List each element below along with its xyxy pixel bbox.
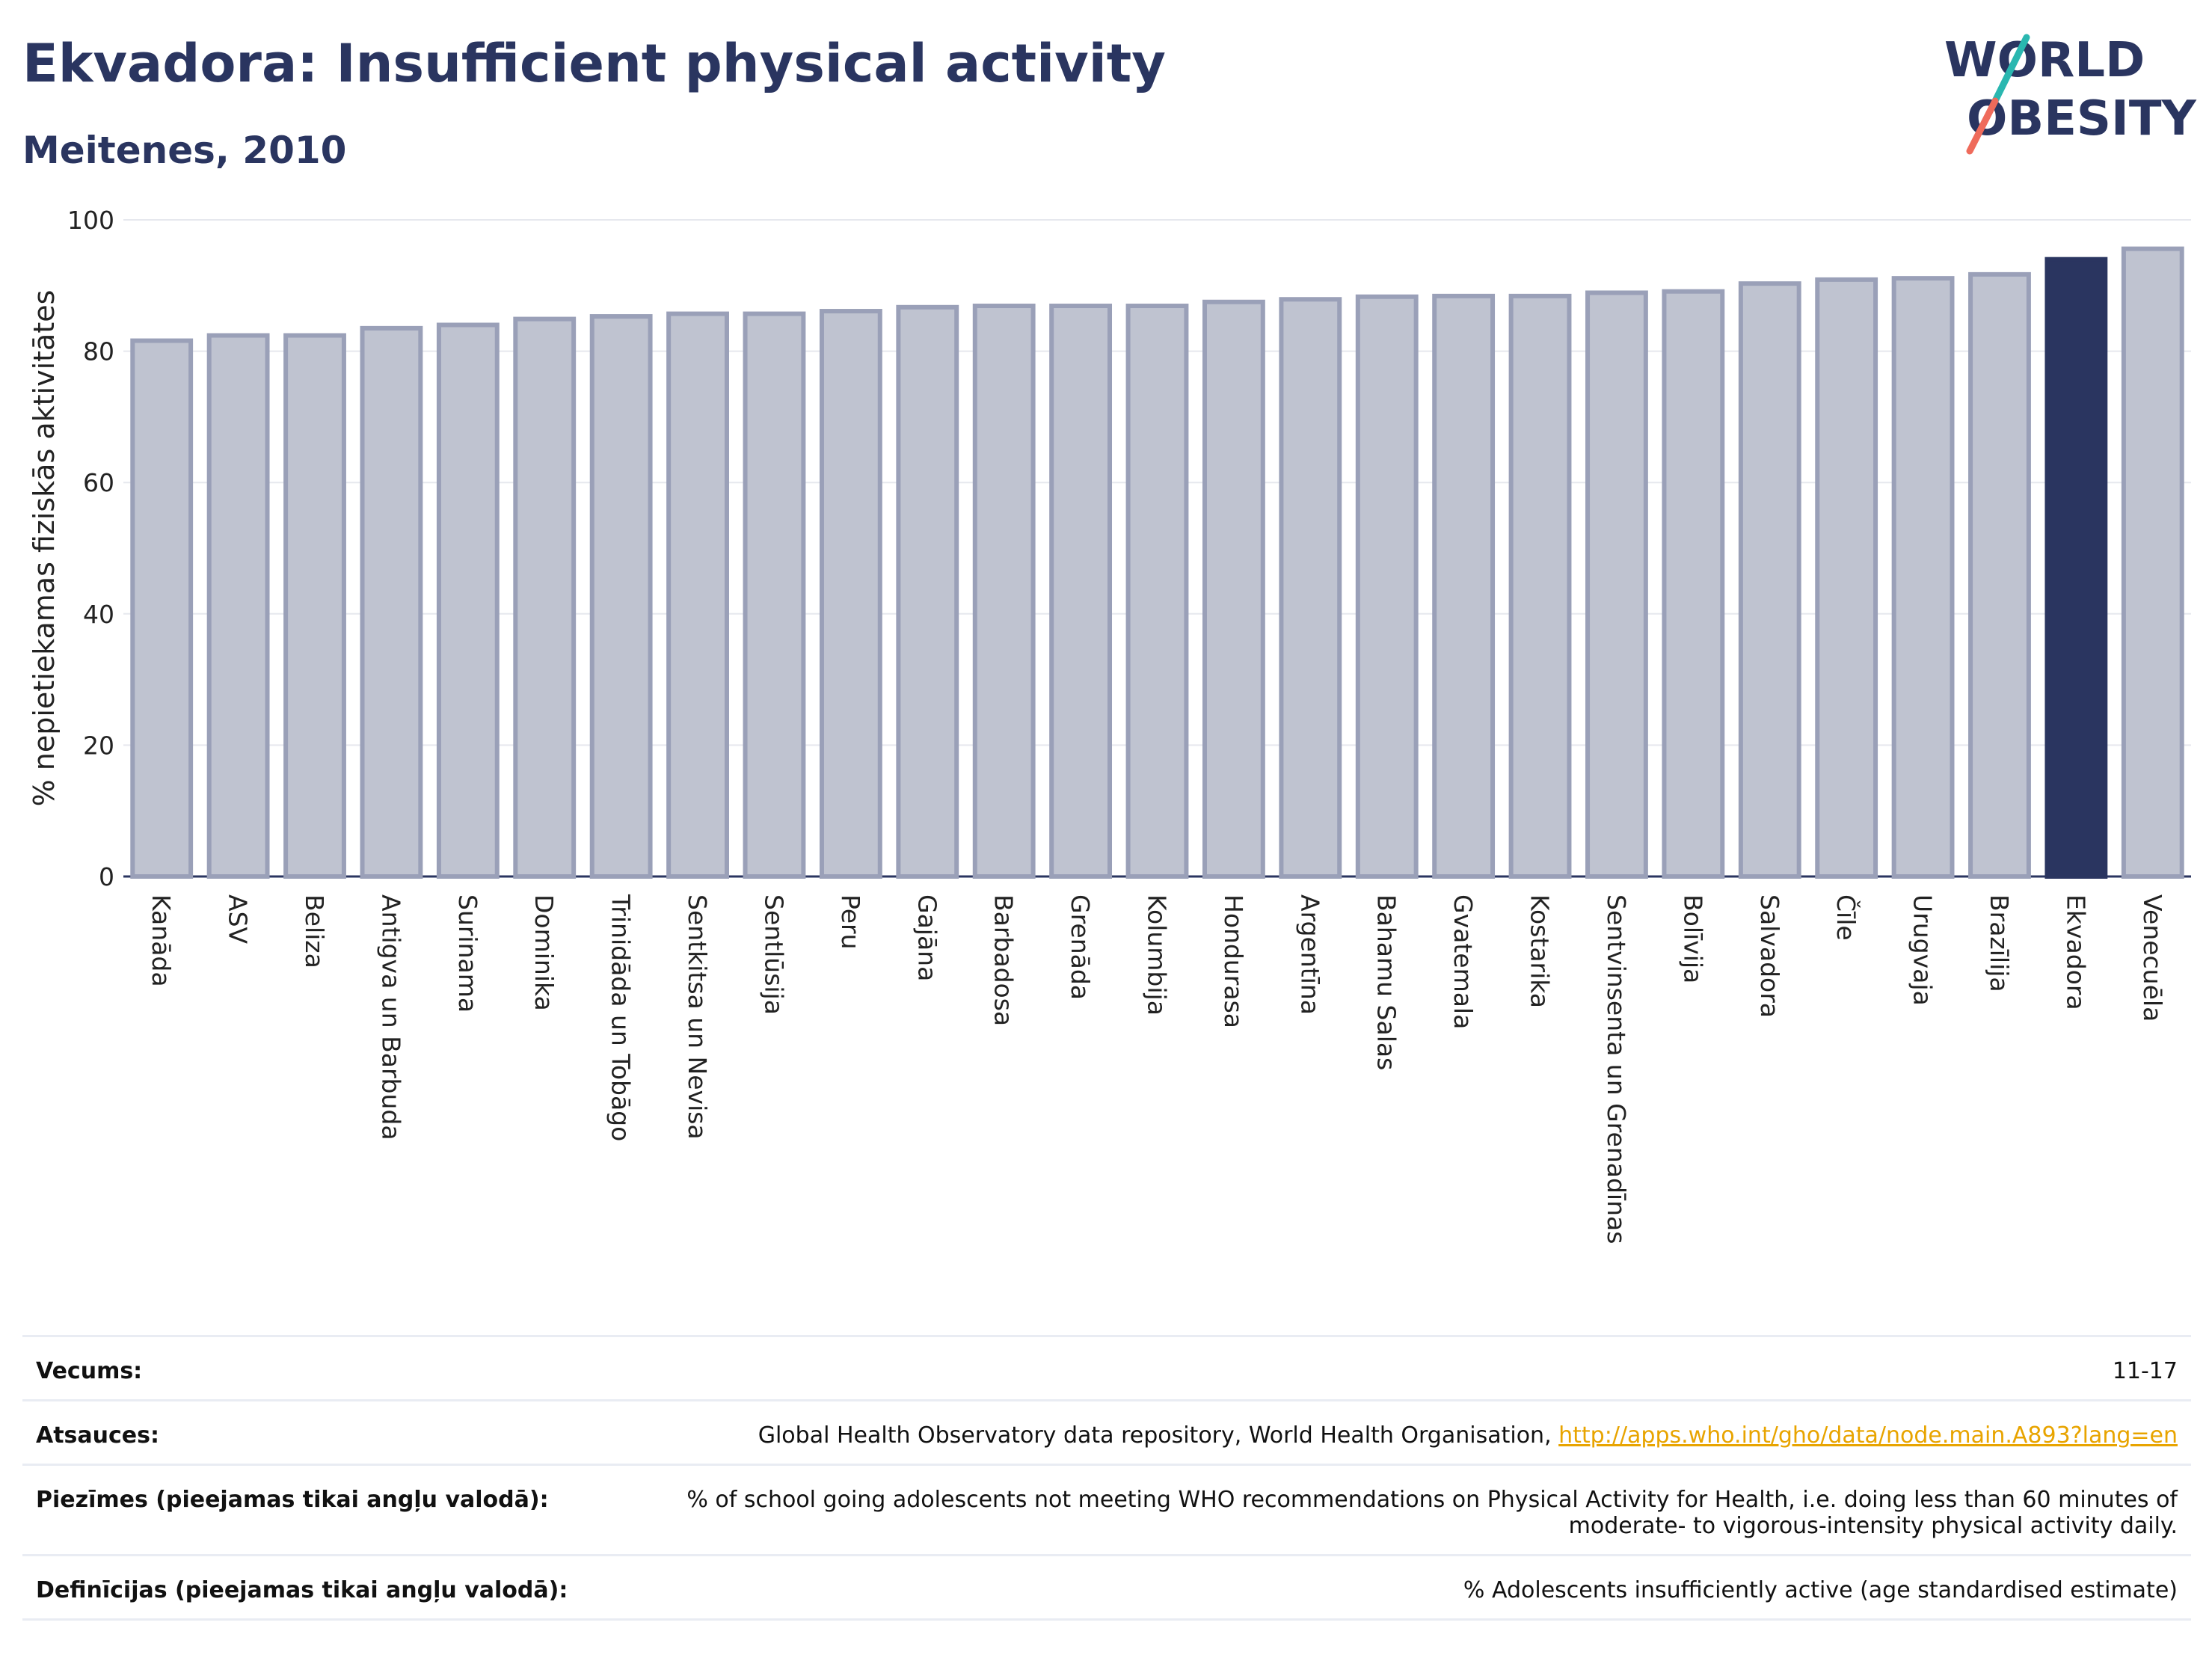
- notes-table: Vecums: 11-17 Atsauces: Global Health Ob…: [22, 1335, 2191, 1621]
- bar-18: [1508, 293, 1572, 879]
- bar-3: [360, 325, 423, 879]
- bar-5: [513, 316, 577, 879]
- bar-17: [1432, 293, 1496, 879]
- x-category-label: Beliza: [300, 894, 329, 968]
- bar-19: [1585, 290, 1648, 879]
- definitions-value: % Adolescents insufficiently active (age…: [1463, 1577, 2178, 1603]
- bar-26: [2121, 246, 2184, 879]
- bar-4: [436, 322, 500, 879]
- bar-13: [1125, 304, 1189, 879]
- x-category-label: Sentkitsa un Nevisa: [683, 894, 712, 1140]
- x-category-label: Sentvinsenta un Grenadīnas: [1602, 894, 1631, 1244]
- x-category-label: Grenāda: [1066, 894, 1095, 1000]
- age-label: Vecums:: [36, 1358, 143, 1384]
- bar-21: [1738, 281, 1801, 879]
- x-category-label: Čīle: [1831, 894, 1861, 941]
- bar-7: [666, 311, 729, 879]
- x-category-label: Barbadosa: [989, 894, 1019, 1026]
- y-tick-labels: 0 20 40 60 80 100: [67, 206, 114, 891]
- bar-2: [283, 333, 346, 879]
- x-category-label: Salvadora: [1755, 894, 1784, 1018]
- notes-row-notes: Piezīmes (pieejamas tikai angļu valodā):…: [22, 1464, 2191, 1554]
- x-category-label: Gvatemala: [1448, 894, 1478, 1029]
- x-category-label: Hondurasa: [1219, 894, 1248, 1028]
- sources-text: Global Health Observatory data repositor…: [758, 1422, 1559, 1449]
- y-tick-label: 100: [67, 206, 114, 235]
- x-category-label: Surinama: [453, 894, 482, 1013]
- bar-11: [972, 304, 1036, 879]
- world-obesity-logo: WORLD OBESITY: [1944, 33, 2196, 155]
- x-category-label: Urugvaja: [1908, 894, 1938, 1006]
- bar-chart: 0 20 40 60 80 100 Kanāda ASV Beliza Antigva un B…: [28, 206, 2191, 1244]
- logo-line2: OBESITY: [1967, 91, 2196, 147]
- bar-14: [1202, 299, 1265, 879]
- x-category-label: Kostarika: [1526, 894, 1555, 1008]
- x-category-label: Peru: [836, 894, 865, 950]
- notes-label: Piezīmes (pieejamas tikai angļu valodā):: [36, 1487, 549, 1513]
- x-category-labels: Kanāda ASV Beliza Antigva un Barbuda Surinam…: [147, 894, 2167, 1244]
- x-category-label: ASV: [224, 894, 253, 945]
- age-value: 11-17: [2112, 1358, 2178, 1384]
- y-tick-label: 60: [83, 468, 114, 497]
- y-tick-label: 40: [83, 600, 114, 629]
- x-category-label: Bolīvija: [1678, 894, 1707, 983]
- bar-16: [1355, 294, 1419, 879]
- y-axis-label: % nepietiekamas fiziskās aktivitātes: [28, 290, 61, 807]
- x-category-label: Brazīlija: [1985, 894, 2014, 992]
- x-category-label: Antigva un Barbuda: [376, 894, 405, 1140]
- y-tick-label: 20: [83, 731, 114, 760]
- sources-label: Atsauces:: [36, 1422, 159, 1449]
- x-category-label: Gajāna: [912, 894, 941, 981]
- notes-row-definitions: Definīcijas (pieejamas tikai angļu valod…: [22, 1554, 2191, 1621]
- bar-8: [743, 311, 806, 879]
- bar-24: [1968, 271, 2031, 879]
- chart-bars: [130, 246, 2184, 879]
- x-category-label: Kolumbija: [1143, 894, 1172, 1016]
- bar-20: [1662, 289, 1725, 879]
- bar-15: [1279, 297, 1342, 879]
- y-tick-label: 0: [99, 862, 114, 891]
- x-category-label: Bahamu Salas: [1372, 894, 1401, 1070]
- bar-6: [589, 314, 653, 879]
- bar-0: [130, 338, 194, 879]
- bar-22: [1815, 277, 1878, 879]
- sources-link[interactable]: http://apps.who.int/gho/data/node.main.A…: [1558, 1422, 2178, 1449]
- x-category-label: Ekvadora: [2061, 894, 2090, 1010]
- x-category-label: Argentīna: [1295, 894, 1324, 1015]
- definitions-label: Definīcijas (pieejamas tikai angļu valod…: [36, 1577, 568, 1603]
- x-category-label: Kanāda: [147, 894, 176, 987]
- x-category-label: Venecuēla: [2138, 894, 2167, 1022]
- sources-value: Global Health Observatory data repositor…: [758, 1422, 2178, 1449]
- bar-1: [206, 333, 270, 879]
- notes-row-sources: Atsauces: Global Health Observatory data…: [22, 1399, 2191, 1464]
- bar-9: [819, 309, 882, 879]
- page-title: Ekvadora: Insufficient physical activity: [22, 33, 1166, 94]
- x-category-label: Trinidāda un Tobāgo: [606, 894, 636, 1141]
- page-subtitle: Meitenes, 2010: [22, 129, 347, 172]
- bar-23: [1891, 276, 1955, 879]
- x-category-label: Dominika: [529, 894, 559, 1011]
- bar-12: [1049, 304, 1113, 879]
- x-category-label: Sentlūsija: [759, 894, 788, 1015]
- notes-value: % of school going adolescents not meetin…: [686, 1487, 2178, 1539]
- bar-10: [896, 304, 959, 879]
- bar-25: [2044, 257, 2108, 879]
- logo-line1: WORLD: [1944, 33, 2145, 88]
- y-tick-label: 80: [83, 337, 114, 366]
- notes-row-age: Vecums: 11-17: [22, 1335, 2191, 1399]
